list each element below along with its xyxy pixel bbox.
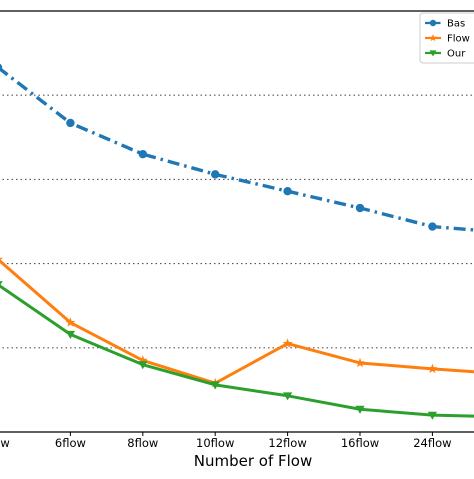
series-line-bas [0, 66, 474, 232]
data-point-bas [211, 170, 220, 179]
x-tick-label: 24flow [413, 436, 451, 450]
data-point-flow [137, 355, 148, 365]
data-point-our [138, 361, 148, 370]
data-point-bas [428, 222, 437, 231]
x-tick-labels: flow6flow8flow10flow12flow16flow24flow3 [0, 432, 452, 450]
legend-label: Our [447, 49, 466, 60]
legend-entry-our: Our [425, 49, 466, 60]
legend-label: Flow [447, 34, 470, 45]
data-point-flow [355, 357, 365, 368]
data-point-bas [0, 63, 3, 72]
data-point-our [427, 411, 438, 420]
series-lines [0, 63, 474, 420]
data-point-bas [283, 186, 292, 196]
x-tick-label: 8flow [127, 436, 158, 450]
data-point-bas [355, 203, 365, 213]
data-point-bas [138, 149, 147, 159]
data-point-bas [66, 118, 75, 128]
data-point-our [65, 330, 76, 339]
data-point-our [0, 281, 3, 286]
legend-marker [429, 50, 437, 57]
axes [0, 10, 474, 433]
legend-entry-bas: Bas [425, 19, 465, 30]
x-axis-title: Number of Flow [194, 452, 313, 470]
legend-marker [429, 34, 437, 42]
x-tick-label: 12flow [268, 436, 306, 450]
data-point-our [282, 392, 293, 401]
legend-entry-flow: Flow [425, 34, 470, 45]
data-point-our [210, 381, 220, 390]
data-point-flow [427, 363, 438, 374]
data-point-flow [0, 257, 3, 264]
data-point-flow [282, 338, 293, 348]
grid-lines [0, 94, 474, 349]
series-line-our [0, 284, 474, 418]
legend-marker [429, 19, 437, 27]
x-tick-label: 6flow [55, 436, 86, 450]
data-point-our [355, 405, 365, 414]
data-point-flow [65, 317, 76, 327]
legend-label: Bas [447, 19, 465, 30]
x-tick-label: flow [0, 436, 10, 450]
x-tick-label: 10flow [196, 436, 234, 450]
x-tick-label: 16flow [341, 436, 379, 450]
legend: Bas Flow Our [419, 12, 474, 64]
series-line-flow [0, 259, 474, 385]
